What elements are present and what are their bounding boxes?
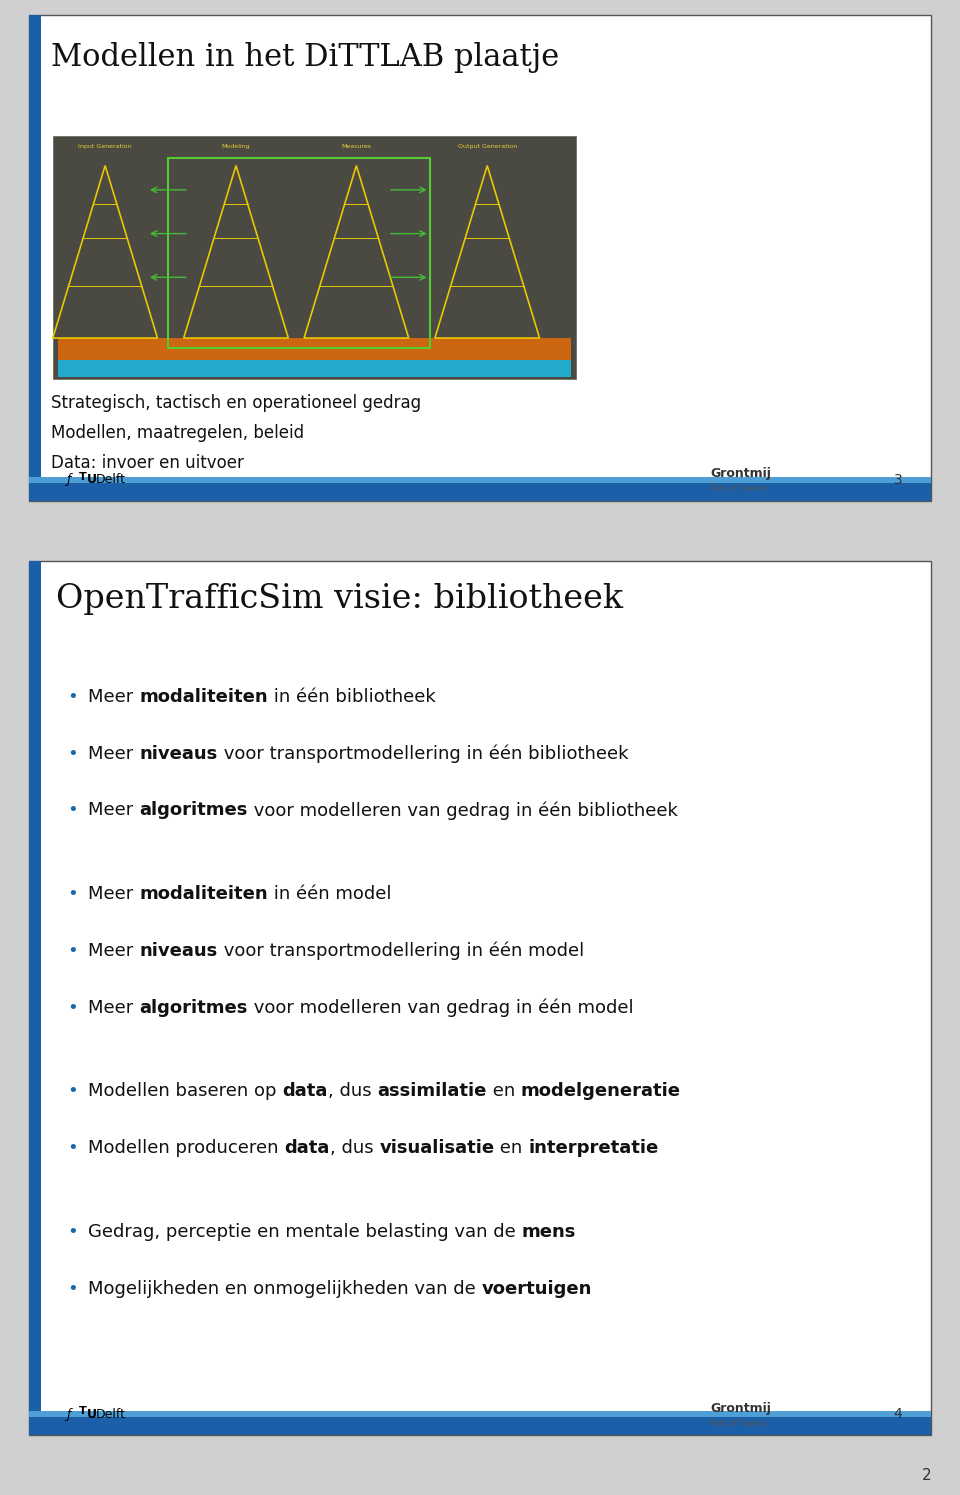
- Text: voor modelleren van gedrag in één model: voor modelleren van gedrag in één model: [248, 999, 634, 1017]
- Bar: [29, 561, 41, 1411]
- Text: algoritmes: algoritmes: [139, 801, 248, 819]
- Text: Input Generation: Input Generation: [79, 144, 132, 148]
- Text: •: •: [67, 1139, 78, 1157]
- Text: voor transportmodellering in één model: voor transportmodellering in één model: [218, 942, 584, 960]
- Text: Grontmij: Grontmij: [710, 1402, 771, 1414]
- Bar: [29, 483, 931, 501]
- Text: data: data: [282, 1082, 328, 1100]
- Text: mens: mens: [522, 1223, 576, 1241]
- Text: Delft: Delft: [96, 1408, 126, 1420]
- Text: Modeling: Modeling: [222, 144, 251, 148]
- Bar: [29, 15, 931, 501]
- Text: Strategisch, tactisch en operationeel gedrag: Strategisch, tactisch en operationeel ge…: [51, 395, 421, 413]
- Text: niveaus: niveaus: [139, 745, 218, 762]
- Text: •: •: [67, 885, 78, 903]
- Text: ƒ: ƒ: [67, 1408, 72, 1420]
- Bar: [29, 1411, 931, 1417]
- Text: U: U: [86, 1408, 96, 1420]
- Text: Measures: Measures: [342, 144, 372, 148]
- Text: •: •: [67, 688, 78, 706]
- Text: 3: 3: [894, 472, 902, 487]
- Bar: [29, 477, 931, 483]
- Text: modaliteiten: modaliteiten: [139, 885, 268, 903]
- Text: T: T: [79, 1407, 86, 1416]
- Text: U: U: [86, 474, 96, 486]
- Text: •: •: [67, 1280, 78, 1298]
- Text: en: en: [487, 1082, 520, 1100]
- Text: •: •: [67, 801, 78, 819]
- Text: assimilatie: assimilatie: [377, 1082, 487, 1100]
- Text: T: T: [79, 472, 86, 481]
- Bar: [168, 158, 430, 348]
- Text: data: data: [284, 1139, 330, 1157]
- Text: Gedrag, perceptie en mentale belasting van de: Gedrag, perceptie en mentale belasting v…: [88, 1223, 522, 1241]
- Bar: [58, 338, 571, 360]
- Bar: [53, 136, 576, 380]
- Text: Modellen in het DiTTLAB plaatje: Modellen in het DiTTLAB plaatje: [51, 42, 559, 73]
- Text: en: en: [494, 1139, 528, 1157]
- Text: •: •: [67, 999, 78, 1017]
- Text: •: •: [67, 745, 78, 762]
- Text: Meer: Meer: [88, 942, 139, 960]
- Text: Part of Sweco: Part of Sweco: [710, 1419, 768, 1428]
- Text: in één model: in één model: [268, 885, 392, 903]
- Text: Part of Sweco: Part of Sweco: [710, 484, 768, 493]
- Text: niveaus: niveaus: [139, 942, 218, 960]
- Text: modelgeneratie: modelgeneratie: [520, 1082, 681, 1100]
- Text: •: •: [67, 1082, 78, 1100]
- Text: 4: 4: [894, 1407, 902, 1422]
- Text: Modellen baseren op: Modellen baseren op: [88, 1082, 282, 1100]
- Text: in één bibliotheek: in één bibliotheek: [268, 688, 436, 706]
- Bar: [58, 360, 571, 377]
- Text: interpretatie: interpretatie: [528, 1139, 659, 1157]
- Text: Data: invoer en uitvoer: Data: invoer en uitvoer: [51, 454, 244, 472]
- Text: voor modelleren van gedrag in één bibliotheek: voor modelleren van gedrag in één biblio…: [248, 801, 678, 819]
- Text: Modellen, maatregelen, beleid: Modellen, maatregelen, beleid: [51, 425, 304, 443]
- Bar: [29, 561, 931, 1435]
- Text: Meer: Meer: [88, 801, 139, 819]
- Text: voor transportmodellering in één bibliotheek: voor transportmodellering in één bibliot…: [218, 745, 628, 762]
- Text: 2: 2: [922, 1468, 931, 1483]
- Text: algoritmes: algoritmes: [139, 999, 248, 1017]
- Text: voertuigen: voertuigen: [482, 1280, 592, 1298]
- Text: •: •: [67, 942, 78, 960]
- Text: ƒ: ƒ: [67, 474, 72, 486]
- Bar: [29, 1417, 931, 1435]
- Text: •: •: [67, 1223, 78, 1241]
- Text: Output Generation: Output Generation: [458, 144, 516, 148]
- Bar: [29, 15, 41, 477]
- Text: Meer: Meer: [88, 688, 139, 706]
- Text: , dus: , dus: [330, 1139, 379, 1157]
- Text: Grontmij: Grontmij: [710, 468, 771, 480]
- Text: modaliteiten: modaliteiten: [139, 688, 268, 706]
- Text: OpenTrafficSim visie: bibliotheek: OpenTrafficSim visie: bibliotheek: [56, 583, 623, 614]
- Text: Mogelijkheden en onmogelijkheden van de: Mogelijkheden en onmogelijkheden van de: [88, 1280, 482, 1298]
- Text: visualisatie: visualisatie: [379, 1139, 494, 1157]
- Text: Modellen produceren: Modellen produceren: [88, 1139, 284, 1157]
- Text: Meer: Meer: [88, 745, 139, 762]
- Text: Meer: Meer: [88, 999, 139, 1017]
- Text: , dus: , dus: [328, 1082, 377, 1100]
- Text: Meer: Meer: [88, 885, 139, 903]
- Text: Delft: Delft: [96, 474, 126, 486]
